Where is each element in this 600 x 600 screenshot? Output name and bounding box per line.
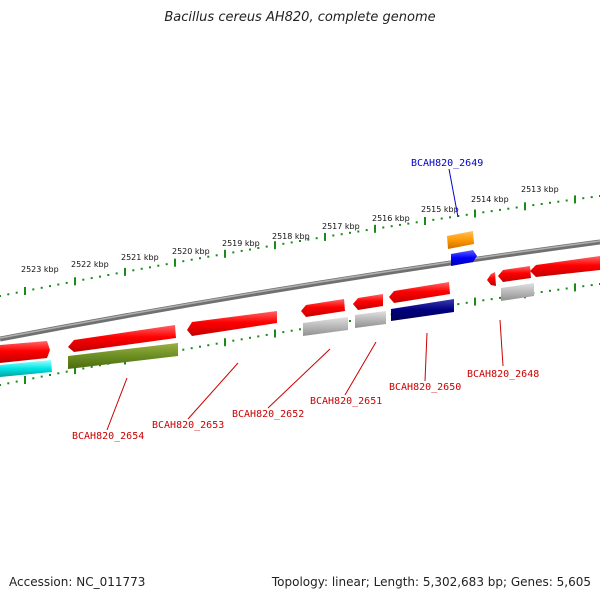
- gene-arrow[interactable]: [0, 341, 50, 363]
- gene-arrow[interactable]: [353, 294, 383, 310]
- genome-title: Bacillus cereus AH820, complete genome: [164, 10, 436, 25]
- ruler-label: 2514 kbp: [471, 195, 509, 204]
- accession-text: Accession: NC_011773: [9, 575, 146, 589]
- gene-leader-line: [106, 377, 128, 431]
- gene-arrow[interactable]: [187, 311, 277, 336]
- gene-arrow[interactable]: [389, 282, 450, 303]
- gene-block[interactable]: [501, 283, 534, 301]
- ruler-label: 2522 kbp: [71, 260, 109, 269]
- gene-leader-line: [424, 332, 428, 382]
- outer-ruler: 2513 kbp 2514 kbp 2515 kbp 2516 kbp 2517 kbp…: [0, 185, 600, 297]
- gene-label: BCAH820_2651: [310, 396, 382, 407]
- gene-label: BCAH820_2650: [389, 382, 461, 393]
- ruler-label: 2516 kbp: [372, 214, 410, 223]
- gene-block[interactable]: [391, 299, 454, 321]
- gene-leader-line: [187, 362, 239, 420]
- gene-leader-line: [448, 168, 459, 218]
- gene-leader-line: [344, 341, 377, 396]
- gene-label: BCAH820_2653: [152, 420, 224, 431]
- gene-leader-line: [499, 319, 504, 367]
- gene-arrow[interactable]: [301, 299, 345, 317]
- gene-label: BCAH820_2649: [411, 158, 483, 169]
- gene-label: BCAH820_2648: [467, 369, 539, 380]
- gene-arrow[interactable]: [451, 250, 477, 266]
- topology-text: Topology: linear; Length: 5,302,683 bp; …: [271, 575, 591, 589]
- gene-leader-line: [267, 348, 331, 409]
- gene-label: BCAH820_2654: [72, 431, 144, 442]
- gene-arrow[interactable]: [530, 256, 600, 277]
- gene-arrow[interactable]: [498, 266, 531, 282]
- gene-arrow[interactable]: [68, 325, 176, 352]
- genome-backbone: [0, 239, 600, 342]
- gene-block[interactable]: [447, 231, 474, 249]
- ruler-label: 2518 kbp: [272, 232, 310, 241]
- ruler-label: 2520 kbp: [172, 247, 210, 256]
- ruler-label: 2515 kbp: [421, 205, 459, 214]
- ruler-label: 2517 kbp: [322, 222, 360, 231]
- gene-arrow[interactable]: [487, 272, 496, 286]
- ruler-label: 2523 kbp: [21, 265, 59, 274]
- gene-block[interactable]: [355, 311, 386, 328]
- gene-block[interactable]: [0, 360, 52, 377]
- ruler-label: 2521 kbp: [121, 253, 159, 262]
- genome-backbone-highlight: [0, 240, 600, 339]
- ruler-label: 2519 kbp: [222, 239, 260, 248]
- gene-label: BCAH820_2652: [232, 409, 304, 420]
- gene-block[interactable]: [303, 317, 348, 336]
- ruler-label: 2513 kbp: [521, 185, 559, 194]
- gene-block[interactable]: [68, 343, 178, 369]
